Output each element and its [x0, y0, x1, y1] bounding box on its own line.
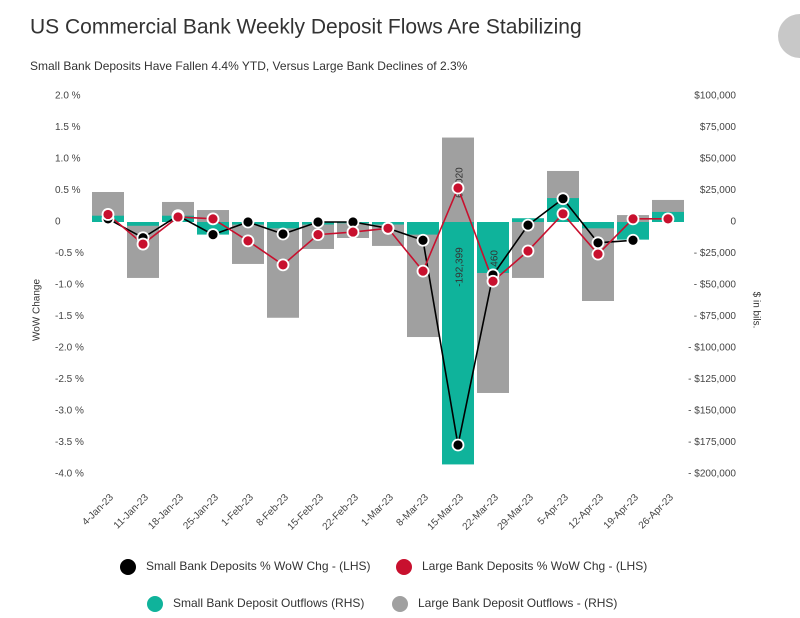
y-axis-label: WoW Change [32, 279, 43, 342]
y2-tick-label: $50,000 [700, 154, 737, 165]
y2-tick-label: - $125,000 [688, 374, 736, 385]
point [521, 244, 535, 258]
point [591, 247, 605, 261]
y-tick-label: -4.0 % [55, 469, 84, 480]
bar [407, 222, 439, 235]
chart-title: US Commercial Bank Weekly Deposit Flows … [30, 16, 582, 39]
x-tick-label: 4-Jan-23 [80, 492, 116, 528]
y-tick-label: 1.5 % [55, 122, 81, 133]
point [626, 233, 640, 247]
point [416, 233, 430, 247]
point [346, 225, 360, 239]
x-tick-label: 8-Feb-23 [255, 492, 292, 529]
point [661, 212, 675, 226]
y2-axis-label: $ in bils. [750, 292, 761, 329]
x-tick-label: 1-Mar-23 [360, 492, 397, 529]
x-tick-label: 29-Mar-23 [496, 492, 537, 533]
y-tick-label: 1.0 % [55, 154, 81, 165]
bar [477, 222, 509, 273]
y2-tick-label: - $100,000 [688, 343, 736, 354]
y-tick-label: -3.0 % [55, 406, 84, 417]
point [521, 218, 535, 232]
legend-label: Large Bank Deposit Outflows - (RHS) [418, 596, 617, 610]
point [241, 215, 255, 229]
point [101, 208, 115, 221]
y2-tick-label: $25,000 [700, 185, 737, 196]
x-tick-label: 15-Mar-23 [426, 492, 467, 533]
y-tick-label: -2.0 % [55, 343, 84, 354]
legend-swatch [147, 596, 163, 612]
point [136, 237, 150, 251]
legend-swatch [120, 559, 136, 575]
legend-label: Small Bank Deposit Outflows (RHS) [173, 596, 364, 610]
x-tick-label: 19-Apr-23 [602, 492, 642, 532]
x-tick-label: 26-Apr-23 [637, 492, 677, 532]
y2-tick-label: - $50,000 [694, 280, 737, 291]
point [276, 227, 290, 241]
y-tick-label: -0.5 % [55, 248, 84, 259]
x-tick-label: 5-Apr-23 [536, 492, 572, 528]
data-label: -40,460 [490, 250, 501, 284]
point [486, 274, 500, 288]
line [107, 197, 634, 446]
x-tick-label: 25-Jan-23 [181, 492, 221, 532]
y-tick-label: -1.0 % [55, 280, 84, 291]
point [556, 192, 570, 206]
y-tick-label: 0 [55, 217, 61, 228]
y2-tick-label: $100,000 [694, 91, 736, 102]
point [171, 210, 185, 224]
point [381, 221, 395, 235]
legend-swatch [392, 596, 408, 612]
x-tick-label: 18-Jan-23 [146, 492, 186, 532]
point [451, 181, 465, 195]
point [626, 212, 640, 226]
point [206, 228, 220, 242]
point [591, 236, 605, 250]
legend-swatch [396, 559, 412, 575]
y-tick-label: -2.5 % [55, 374, 84, 385]
y2-tick-label: - $75,000 [694, 311, 737, 322]
export-button[interactable] [778, 14, 800, 58]
bar [442, 137, 474, 222]
x-tick-label: 12-Apr-23 [567, 492, 607, 532]
legend-label: Large Bank Deposits % WoW Chg - (LHS) [422, 559, 647, 573]
x-tick-label: 22-Mar-23 [461, 492, 502, 533]
y2-tick-label: - $150,000 [688, 406, 736, 417]
bar [267, 222, 299, 229]
y2-tick-label: - $25,000 [694, 248, 737, 259]
y2-tick-label: $75,000 [700, 122, 737, 133]
bar [127, 222, 159, 226]
point [451, 438, 465, 452]
bar [582, 222, 614, 229]
point [556, 207, 570, 221]
chart-subtitle: Small Bank Deposits Have Fallen 4.4% YTD… [30, 59, 468, 73]
y-tick-label: -1.5 % [55, 311, 84, 322]
y2-tick-label: 0 [730, 217, 736, 228]
point [276, 258, 290, 272]
legend-label: Small Bank Deposits % WoW Chg - (LHS) [146, 559, 371, 573]
bar [442, 222, 474, 465]
y2-tick-label: - $175,000 [688, 437, 736, 448]
point [311, 228, 325, 242]
point [311, 215, 325, 229]
x-tick-label: 15-Feb-23 [286, 492, 327, 533]
data-label: -192,399 [455, 247, 466, 287]
x-tick-label: 8-Mar-23 [395, 492, 432, 529]
x-tick-label: 22-Feb-23 [321, 492, 362, 533]
y-tick-label: 0.5 % [55, 185, 81, 196]
y-tick-label: -3.5 % [55, 437, 84, 448]
point [241, 234, 255, 248]
point [206, 212, 220, 226]
y-tick-label: 2.0 % [55, 91, 81, 102]
x-tick-label: 11-Jan-23 [112, 492, 151, 531]
x-tick-label: 1-Feb-23 [220, 492, 257, 529]
y2-tick-label: - $200,000 [688, 469, 736, 480]
bar [582, 222, 614, 302]
point [416, 264, 430, 278]
